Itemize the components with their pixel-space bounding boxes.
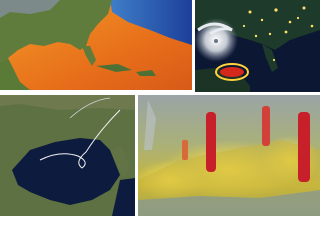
page bbox=[0, 0, 320, 216]
land bbox=[195, 0, 320, 50]
rain-tower bbox=[298, 112, 310, 182]
land-north bbox=[0, 95, 135, 110]
ground bbox=[138, 190, 320, 216]
florida bbox=[262, 44, 278, 72]
panel-track bbox=[0, 95, 135, 216]
storm-track-2 bbox=[69, 97, 111, 119]
hispaniola bbox=[136, 70, 156, 76]
rain-core bbox=[220, 67, 244, 77]
storm-track bbox=[39, 109, 121, 169]
florida bbox=[82, 46, 96, 66]
image-collage bbox=[0, 0, 320, 216]
mexico bbox=[0, 58, 30, 90]
caribbean bbox=[112, 178, 135, 216]
land-north bbox=[0, 0, 60, 18]
cloud-column bbox=[144, 100, 156, 150]
panel-sst bbox=[0, 0, 192, 90]
rain-tower bbox=[262, 106, 270, 146]
panel-3d bbox=[135, 95, 320, 216]
rain-ring bbox=[215, 63, 249, 81]
cold-water bbox=[110, 0, 192, 45]
city-lights bbox=[242, 6, 314, 62]
eye bbox=[214, 39, 218, 43]
gulf bbox=[12, 138, 120, 205]
rain-tower bbox=[206, 112, 216, 172]
cuba bbox=[96, 64, 132, 72]
panel-hurricane bbox=[194, 0, 320, 92]
storm-band bbox=[197, 22, 233, 36]
florida bbox=[110, 146, 130, 178]
rain-tower bbox=[182, 140, 188, 160]
